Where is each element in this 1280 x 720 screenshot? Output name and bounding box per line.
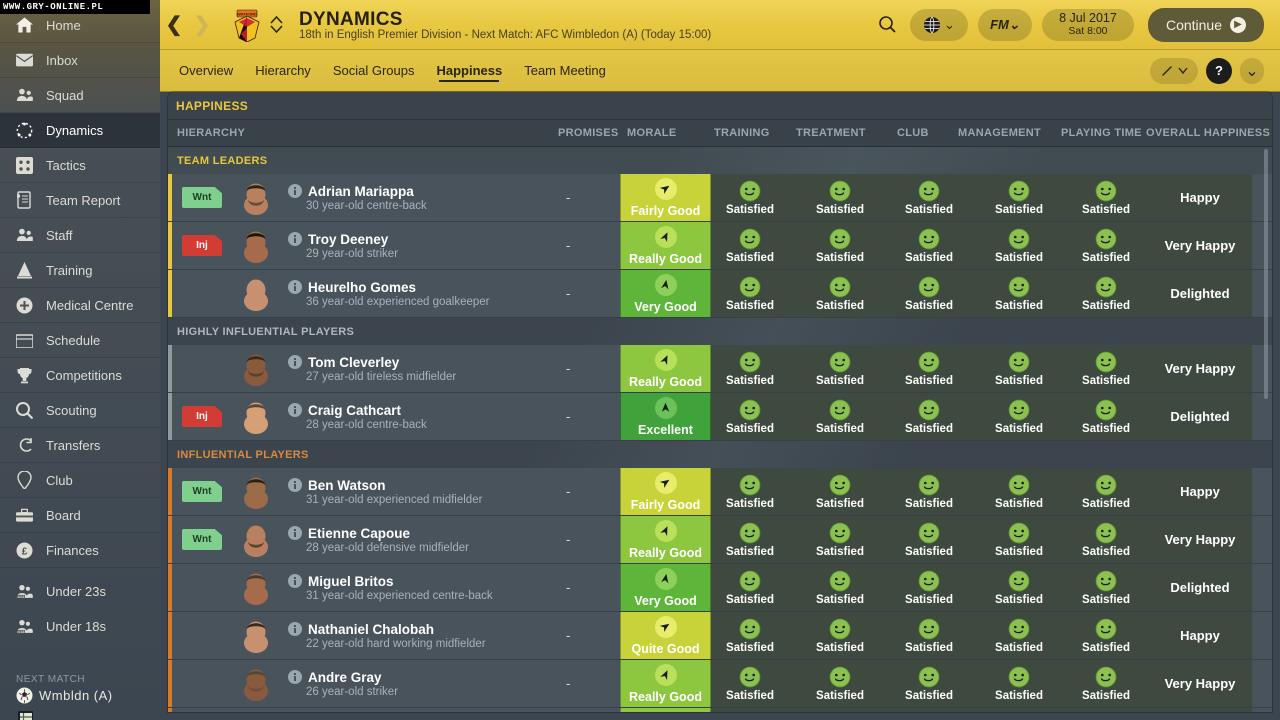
svg-text:U18: U18 — [18, 630, 25, 634]
svg-text:£: £ — [22, 546, 28, 557]
svg-text:U23: U23 — [18, 595, 25, 599]
svg-text:WATFORD: WATFORD — [237, 11, 257, 16]
